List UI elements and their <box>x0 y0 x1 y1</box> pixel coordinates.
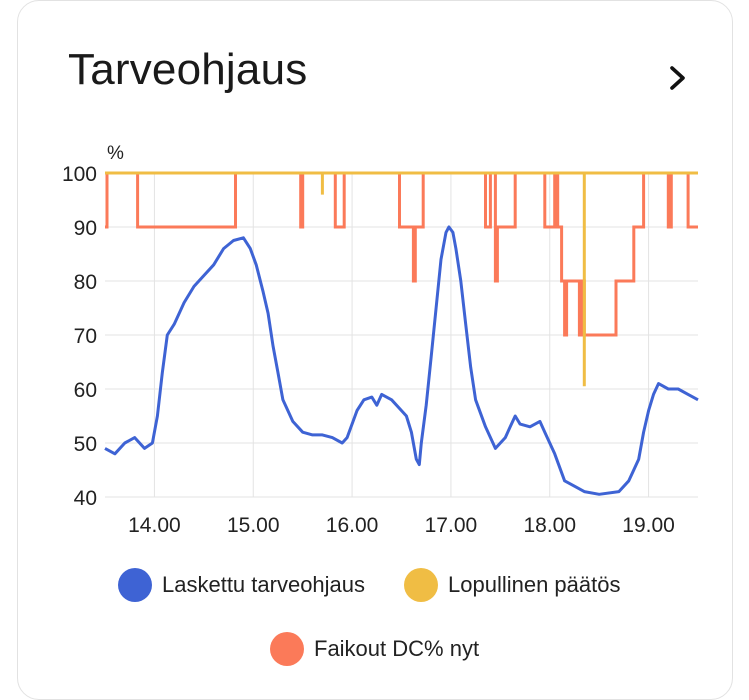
series-line-1 <box>104 225 699 496</box>
y-tick-label: 50 <box>74 433 97 456</box>
line-chart: 40 50 60 70 80 90 100 14.00 15.00 16.00 17.00 18.00… <box>62 143 699 537</box>
card-title: Tarveohjaus <box>68 45 308 94</box>
legend-swatch-2 <box>404 568 438 602</box>
x-tick-label: 16.00 <box>326 514 379 537</box>
x-tick-label: 17.00 <box>425 514 478 537</box>
legend-label-3: Faikout DC% nyt <box>314 636 480 661</box>
series-line-2 <box>105 171 698 387</box>
series-line-3 <box>105 171 698 337</box>
legend-label-2: Lopullinen päätös <box>448 572 621 597</box>
y-tick-label: 80 <box>74 271 97 294</box>
y-tick-label: 70 <box>74 325 97 348</box>
x-tick-label: 15.00 <box>227 514 280 537</box>
y-tick-label: 40 <box>74 487 97 510</box>
legend-item-2[interactable]: Lopullinen päätös <box>404 568 620 602</box>
legend-swatch-3 <box>270 632 304 666</box>
legend-label-1: Laskettu tarveohjaus <box>162 572 366 597</box>
y-tick-label: 90 <box>74 217 97 240</box>
legend-item-1[interactable]: Laskettu tarveohjaus <box>118 568 365 602</box>
chevron-right-icon[interactable] <box>664 60 692 96</box>
y-tick-label: 100 <box>62 163 97 186</box>
x-tick-label: 19.00 <box>622 514 675 537</box>
x-tick-label: 18.00 <box>523 514 576 537</box>
x-tick-label: 14.00 <box>128 514 181 537</box>
y-tick-label: 60 <box>74 379 97 402</box>
legend-item-3[interactable]: Faikout DC% nyt <box>270 632 479 666</box>
y-axis-label: % <box>107 143 124 164</box>
legend-swatch-1 <box>118 568 152 602</box>
